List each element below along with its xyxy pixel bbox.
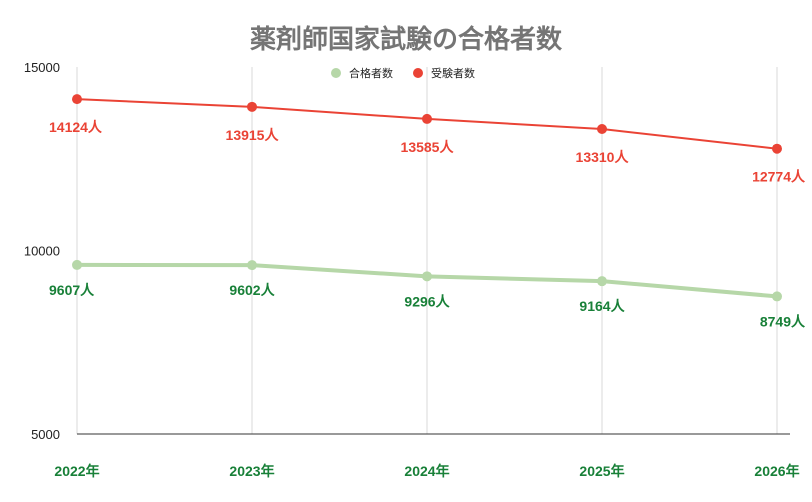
data-label: 13915人 <box>226 127 280 143</box>
data-label: 13585人 <box>401 139 455 155</box>
data-point <box>247 101 257 112</box>
data-label: 9164人 <box>579 298 625 314</box>
legend-marker <box>413 68 423 78</box>
data-point <box>72 94 82 105</box>
y-tick-label: 15000 <box>24 60 60 75</box>
chart-title: 薬剤師国家試験の合格者数 <box>250 24 563 55</box>
y-tick-label: 5000 <box>31 427 60 442</box>
legend-label: 合格者数 <box>349 66 393 80</box>
legend-label: 受験者数 <box>431 66 475 80</box>
data-label: 9296人 <box>404 293 450 309</box>
data-label: 14124人 <box>49 119 103 135</box>
x-tick-label: 2022年 <box>54 463 99 479</box>
data-label: 9607人 <box>49 282 95 298</box>
data-point <box>597 124 607 135</box>
data-label: 9602人 <box>229 282 275 298</box>
x-tick-label: 2026年 <box>754 463 799 479</box>
x-tick-label: 2025年 <box>579 463 624 479</box>
legend-marker <box>331 68 341 78</box>
x-tick-label: 2023年 <box>229 463 274 479</box>
data-label: 8749人 <box>760 313 806 329</box>
data-label: 13310人 <box>576 149 630 165</box>
data-point <box>422 271 432 282</box>
data-point <box>772 143 782 154</box>
data-point <box>247 260 257 271</box>
data-point <box>422 113 432 124</box>
data-label: 12774人 <box>752 169 806 185</box>
data-point <box>597 276 607 287</box>
data-point <box>772 291 782 302</box>
data-point <box>72 259 82 270</box>
x-tick-label: 2024年 <box>404 463 449 479</box>
y-tick-label: 10000 <box>24 244 60 259</box>
